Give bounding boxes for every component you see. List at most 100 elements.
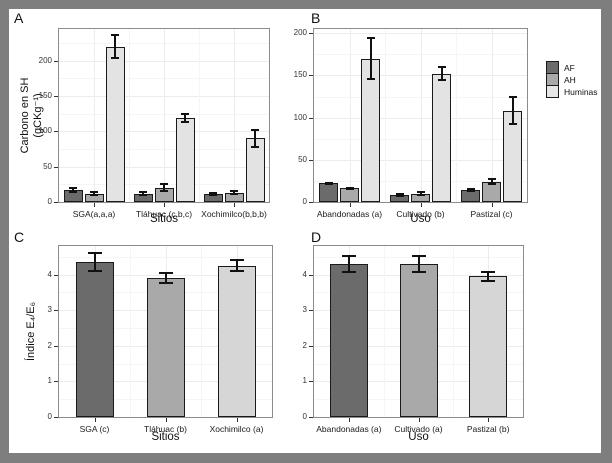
y-tick-label: 200 [293, 28, 307, 38]
y-tick-mark [309, 117, 313, 119]
error-bar-cap-bottom [69, 191, 77, 194]
x-tick-mark [164, 203, 165, 207]
x-tick-mark [348, 418, 350, 422]
panel-d-letter: D [311, 229, 322, 245]
y-tick-label: 0 [47, 412, 52, 421]
error-bar-line [93, 192, 95, 195]
bar-af-0 [319, 183, 338, 202]
gridline-major-v [420, 29, 422, 202]
bar-huminas-0 [361, 58, 380, 202]
error-bar-cap-bottom [437, 79, 446, 82]
error-bar-cap-top [345, 186, 354, 189]
gridline-minor-v [199, 29, 200, 202]
error-bar-cap-bottom [416, 193, 425, 196]
figure-canvas: A Carbono en SH (gCKg⁻¹) Sitios 0 50 100 15… [9, 9, 601, 453]
y-tick-label: 100 [293, 112, 307, 122]
panel-b-letter: B [311, 10, 321, 26]
gridline-minor-v [129, 29, 130, 202]
error-bar-line [212, 193, 214, 196]
panel-a-plot-area [58, 28, 270, 203]
gridline-major-v [349, 29, 351, 202]
error-bar-line [419, 192, 422, 195]
x-tick-mark [165, 418, 167, 422]
gridline-major-v [94, 29, 95, 202]
error-bar-cap-top [209, 192, 217, 195]
panel-a-y-axis-title: Carbono en SH (gCKg⁻¹) [19, 28, 44, 203]
error-bar-line [142, 192, 144, 195]
y-tick-mark [309, 159, 313, 161]
panel-c-letter: C [14, 229, 25, 245]
error-bar-cap-bottom [466, 190, 475, 193]
error-bar-line [233, 191, 235, 195]
error-bar-cap-top [87, 252, 102, 255]
legend-label-huminas: Huminas [564, 86, 598, 97]
error-bar-cap-bottom [139, 193, 147, 196]
x-tick-mark [349, 203, 351, 207]
y-tick-mark [54, 274, 58, 276]
gridline-major-v [491, 29, 493, 202]
legend-item-huminas: Huminas [546, 85, 598, 98]
error-bar-cap-top [508, 96, 517, 99]
y-tick-label: 2 [302, 340, 307, 350]
y-tick-mark [54, 166, 58, 168]
y-tick-mark [54, 131, 58, 133]
bar-huminas-1 [175, 117, 195, 202]
error-bar-line [490, 179, 493, 185]
panel-a-letter: A [14, 10, 24, 26]
x-category-label: Cultivado (b) [396, 209, 445, 219]
y-tick-mark [309, 345, 313, 347]
error-bar-line [487, 271, 490, 281]
error-bar-cap-bottom [341, 270, 356, 273]
error-bar-cap-bottom [229, 269, 244, 272]
x-tick-mark [94, 418, 96, 422]
error-bar-cap-top [437, 65, 446, 68]
x-category-label: Xochimilco(b,b,b) [201, 209, 267, 219]
legend-label-ah: AH [564, 74, 576, 85]
error-bar-cap-top [251, 128, 259, 131]
y-tick-label: 0 [302, 197, 307, 206]
error-bar-line [511, 97, 514, 125]
y-tick-mark [54, 96, 58, 98]
error-bar-line [347, 255, 350, 272]
error-bar-line [184, 113, 186, 123]
y-tick-label: 3 [47, 305, 52, 315]
gridline-minor-v [385, 29, 386, 202]
error-bar-line [235, 260, 238, 271]
error-bar-cap-top [416, 191, 425, 194]
y-tick-mark [54, 417, 58, 418]
error-bar-cap-top [181, 112, 189, 115]
bar-1 [399, 263, 438, 417]
bar-0 [329, 263, 368, 417]
y-tick-label: 3 [302, 305, 307, 315]
x-category-label: Pastizal (b) [466, 424, 510, 434]
y-tick-mark [54, 345, 58, 347]
error-bar-cap-bottom [481, 279, 496, 282]
y-tick-label: 200 [38, 55, 52, 65]
x-tick-mark [234, 203, 235, 207]
y-tick-label: 1 [302, 376, 307, 386]
error-bar-cap-bottom [508, 123, 517, 126]
legend-swatch-huminas [546, 85, 559, 98]
error-bar-cap-top [229, 259, 244, 262]
error-bar-line [254, 129, 256, 147]
x-tick-mark [418, 418, 420, 422]
y-tick-label: 2 [47, 340, 52, 350]
y-tick-label: 4 [47, 269, 52, 279]
y-tick-mark [309, 381, 313, 383]
error-bar-cap-top [90, 191, 98, 194]
y-axis-title-line-2: (gCKg⁻¹) [31, 93, 44, 138]
error-bar-line [164, 272, 167, 284]
gridline-minor-v [383, 246, 385, 417]
y-tick-label: 0 [302, 412, 307, 421]
panel-b: B Uso 0 50 100 150 200 Abandonadas (a) Cultiva… [294, 9, 601, 226]
bar-2 [469, 276, 508, 417]
error-bar-cap-bottom [230, 193, 238, 196]
panel-c-plot-area [58, 245, 273, 418]
x-category-label: SGA(a,a,a) [72, 209, 116, 219]
y-tick-mark [309, 310, 313, 312]
error-bar-cap-bottom [251, 145, 259, 148]
error-bar-cap-top [230, 190, 238, 193]
x-category-label: Abandonadas (a) [316, 424, 382, 434]
y-tick-label: 150 [38, 91, 52, 101]
